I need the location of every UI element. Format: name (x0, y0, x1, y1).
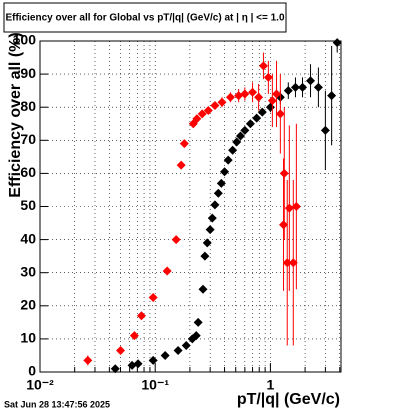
data-point (200, 251, 210, 261)
data-point (232, 137, 242, 147)
y-tick-label: 50 (20, 197, 36, 213)
data-point (207, 213, 217, 223)
data-point (234, 91, 244, 101)
data-point (275, 109, 285, 119)
data-point (248, 87, 258, 97)
data-point (258, 61, 268, 71)
y-tick-label: 40 (20, 230, 36, 246)
y-tick-label: 100 (13, 32, 37, 48)
data-point (223, 155, 233, 165)
data-point (245, 119, 255, 129)
data-point (83, 355, 93, 365)
data-point (306, 76, 316, 86)
x-tick-label: 10⁻² (26, 377, 54, 393)
y-axis-title: Efficiency over all (%) (7, 32, 24, 197)
y-tick-label: 20 (20, 297, 36, 313)
plot-frame (39, 40, 342, 373)
data-point (173, 345, 183, 355)
data-point (279, 168, 289, 178)
data-point (197, 109, 207, 119)
data-point (110, 364, 120, 374)
data-point (272, 89, 282, 99)
y-tick-label: 70 (20, 131, 36, 147)
data-point (288, 258, 298, 268)
data-point (148, 293, 158, 303)
x-tick-label: 10⁻¹ (141, 377, 169, 393)
title-box (3, 2, 287, 33)
data-point (171, 235, 181, 245)
data-point (284, 203, 294, 213)
data-point (213, 188, 223, 198)
data-point (225, 92, 235, 102)
data-point (162, 266, 172, 276)
timestamp: Sat Jun 28 13:47:56 2025 (4, 399, 110, 409)
chart-title: Efficiency over all for Global vs pT/|q|… (5, 13, 284, 24)
data-point (181, 341, 191, 351)
data-point (210, 200, 220, 210)
data-point (267, 96, 277, 106)
data-point (283, 86, 293, 96)
data-point (136, 311, 146, 321)
data-point (148, 355, 158, 365)
data-point (198, 284, 208, 294)
data-point (252, 113, 262, 123)
data-point (327, 91, 337, 101)
data-point (160, 350, 170, 360)
data-point (217, 97, 227, 107)
data-point (290, 82, 300, 92)
data-point (240, 89, 250, 99)
x-axis-title: pT/|q| (GeV/c) (237, 391, 340, 408)
data-point (240, 125, 250, 135)
y-tick-label: 10 (20, 330, 36, 346)
data-point (257, 107, 267, 117)
y-tick-label: 80 (20, 98, 36, 114)
data-point (203, 106, 213, 116)
data-point (176, 160, 186, 170)
x-tick-label: 1 (267, 377, 275, 393)
data-point (279, 220, 289, 230)
data-point (116, 345, 126, 355)
data-point (332, 38, 342, 48)
data-point (263, 72, 273, 82)
data-point (220, 167, 230, 177)
data-point (202, 238, 212, 248)
data-point (320, 125, 330, 135)
y-tick-label: 0 (28, 363, 36, 379)
data-point (210, 101, 220, 111)
data-point (228, 145, 238, 155)
data-point (291, 202, 301, 211)
y-tick-label: 60 (20, 164, 36, 180)
data-point (205, 225, 215, 235)
data-point (179, 139, 189, 149)
y-tick-label: 30 (20, 263, 36, 279)
data-point (192, 114, 202, 124)
data-point (298, 82, 308, 92)
data-point (216, 178, 226, 188)
data-point (313, 82, 323, 92)
data-point (235, 131, 245, 141)
y-tick-label: 90 (20, 65, 36, 81)
data-point (254, 92, 264, 102)
data-point (129, 331, 139, 341)
data-point (193, 317, 203, 327)
data-point (191, 331, 201, 341)
data-point (133, 359, 143, 369)
